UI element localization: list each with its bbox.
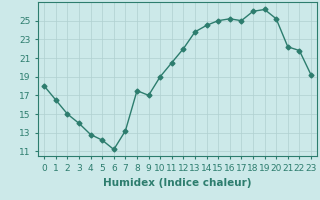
X-axis label: Humidex (Indice chaleur): Humidex (Indice chaleur)	[103, 178, 252, 188]
